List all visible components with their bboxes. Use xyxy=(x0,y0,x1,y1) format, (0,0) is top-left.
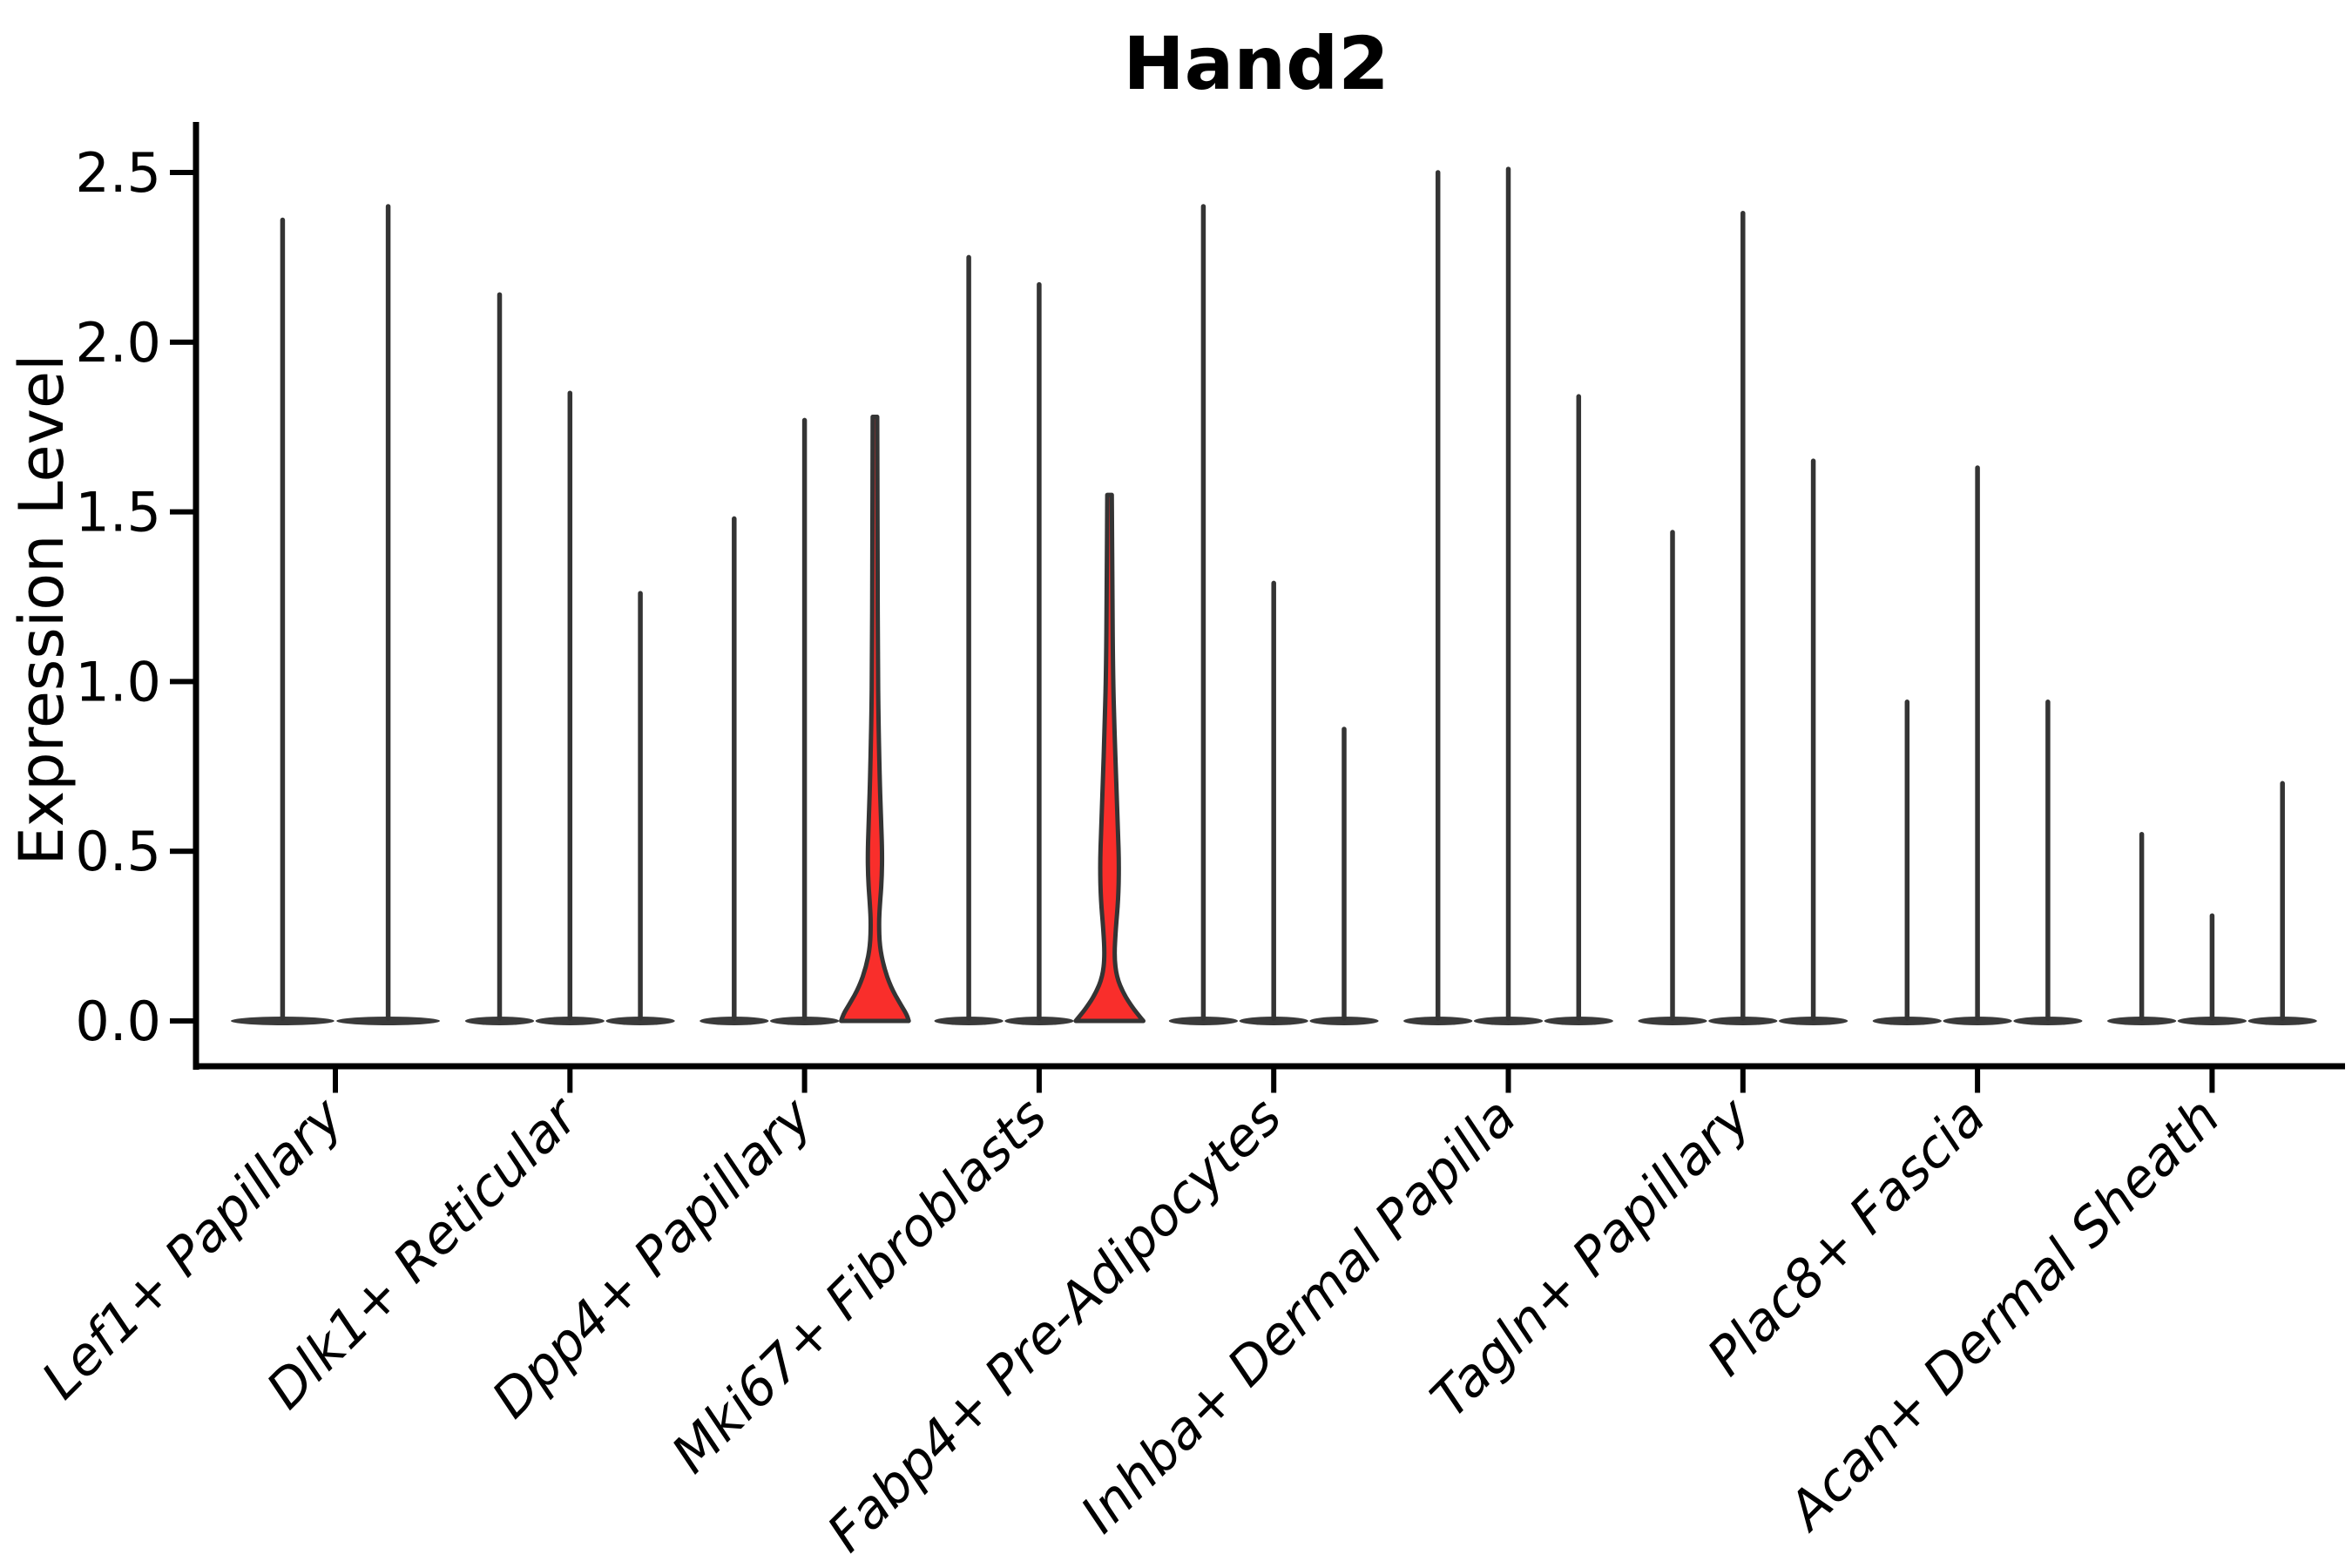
y-axis-label: Expression Level xyxy=(6,354,78,865)
violin-base xyxy=(934,1017,1004,1025)
y-tick-label: 2.0 xyxy=(75,311,161,375)
violin-base xyxy=(1473,1017,1544,1025)
violin-base xyxy=(1544,1017,1613,1025)
x-tick-label: Fabp4+ Pre-Adipocytes xyxy=(816,1086,1294,1564)
violin-base xyxy=(535,1017,605,1025)
y-tick-mark xyxy=(170,679,196,685)
x-tick-mark xyxy=(1740,1069,1746,1093)
x-tick-mark xyxy=(333,1069,338,1093)
violin-base xyxy=(1403,1017,1473,1025)
x-tick-label: Mki67+ Fibroblasts xyxy=(660,1086,1059,1485)
violin-base xyxy=(605,1017,675,1025)
y-tick-label: 1.5 xyxy=(75,481,161,544)
violin-base xyxy=(464,1017,535,1025)
x-tick-mark xyxy=(801,1069,808,1093)
violin-base xyxy=(1168,1017,1238,1025)
violins-layer xyxy=(231,166,2317,1025)
x-tick-mark xyxy=(1975,1069,1981,1093)
violin-base xyxy=(1309,1017,1379,1025)
violin-base xyxy=(2177,1017,2247,1025)
x-tick-mark xyxy=(1271,1069,1277,1093)
violin-base xyxy=(1943,1017,2012,1025)
violin-base xyxy=(1239,1017,1308,1025)
x-tick-mark xyxy=(2209,1069,2215,1093)
y-tick-label: 2.5 xyxy=(75,141,161,205)
y-tick-mark xyxy=(170,848,196,855)
x-tick-mark xyxy=(567,1069,573,1093)
violin-base xyxy=(1638,1017,1707,1025)
x-tick-mark xyxy=(1036,1069,1042,1093)
y-tick-label: 0.0 xyxy=(75,990,161,1053)
violin-base xyxy=(1872,1017,1942,1025)
x-axis-spine xyxy=(193,1063,2345,1070)
violin-highlighted xyxy=(839,415,911,1024)
x-tick-label: Acan+ Dermal Sheath xyxy=(1774,1086,2232,1544)
y-tick-mark xyxy=(170,1018,196,1024)
chart-title: Hand2 xyxy=(1123,21,1389,106)
violin-base xyxy=(2107,1017,2177,1025)
y-axis-spine xyxy=(193,122,199,1070)
y-tick-labels: 0.0 0.5 1.0 1.5 2.0 2.5 xyxy=(75,141,196,1053)
violin-base xyxy=(1004,1017,1074,1025)
y-tick-mark xyxy=(170,509,196,515)
x-tick-mark xyxy=(1505,1069,1511,1093)
y-tick-label: 0.5 xyxy=(75,820,161,883)
violin-base xyxy=(770,1017,840,1025)
y-tick-mark xyxy=(170,339,196,345)
violin-base xyxy=(2247,1017,2317,1025)
violin-base xyxy=(2013,1017,2083,1025)
violin-base xyxy=(336,1017,440,1025)
x-tick-label: Inhba+ Dermal Papilla xyxy=(1070,1086,1528,1544)
y-tick-label: 1.0 xyxy=(75,650,161,713)
violin-base xyxy=(1779,1017,1848,1025)
violin-base xyxy=(231,1017,335,1025)
violin-highlighted xyxy=(1073,492,1146,1024)
violin-base xyxy=(1708,1017,1778,1025)
y-tick-mark xyxy=(170,170,196,175)
axes-layer xyxy=(193,122,2345,1070)
violin-base xyxy=(700,1017,769,1025)
